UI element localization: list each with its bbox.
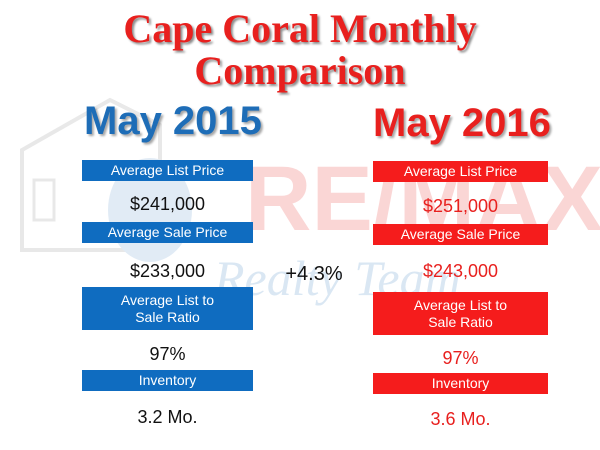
price-change-percent: +4.3% [285,263,343,285]
year-2016-heading: May 2016 [373,101,551,145]
right-avg-sale-price-label: Average Sale Price [373,224,548,245]
left-avg-sale-price-label: Average Sale Price [82,222,253,243]
right-inventory-value: 3.6 Mo. [430,409,491,429]
left-inventory-label: Inventory [82,370,253,391]
right-ratio-label-line1: Average List to [413,296,508,313]
left-ratio-label-line2: Sale Ratio [135,308,200,325]
left-ratio-label-line1: Average List to [120,291,215,308]
year-2015-heading: May 2015 [84,99,262,143]
left-avg-list-price-label: Average List Price [82,160,253,181]
title-line-2: Comparison [194,48,406,93]
title-line-1: Cape Coral Monthly [123,6,477,51]
right-avg-list-price-label: Average List Price [373,161,548,182]
right-inventory-label: Inventory [373,373,548,394]
right-list-to-sale-ratio-label: Average List to Sale Ratio [373,292,548,335]
right-avg-list-price-value: $251,000 [422,196,499,216]
left-list-to-sale-ratio-value: 97% [149,344,186,364]
right-ratio-label-line2: Sale Ratio [428,313,493,330]
left-inventory-value: 3.2 Mo. [137,407,198,427]
right-list-to-sale-ratio-value: 97% [442,348,479,368]
right-avg-sale-price-value: $243,000 [422,261,499,281]
left-avg-sale-price-value: $233,000 [129,261,206,281]
left-avg-list-price-value: $241,000 [129,194,206,214]
left-list-to-sale-ratio-label: Average List to Sale Ratio [82,287,253,330]
